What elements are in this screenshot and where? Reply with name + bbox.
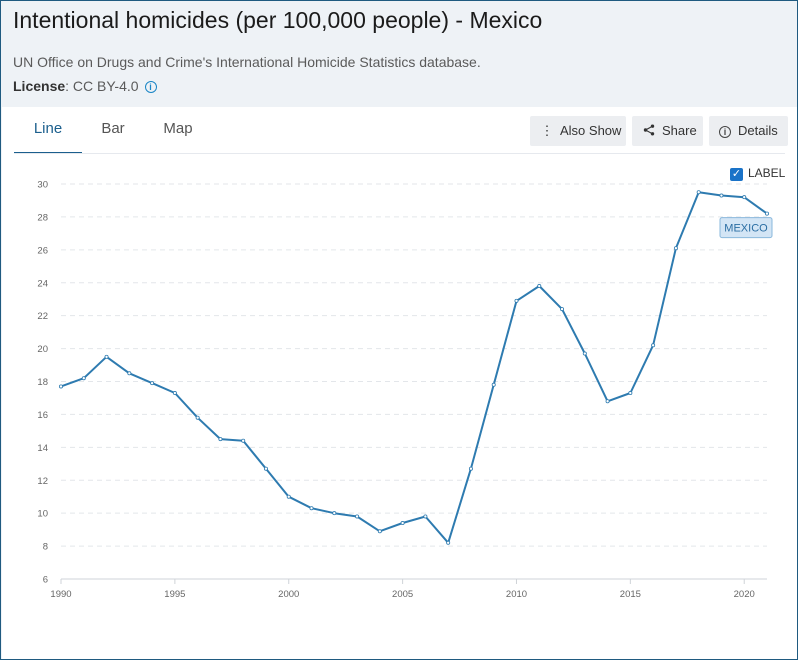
x-tick-label: 2000	[278, 589, 299, 600]
y-tick-label: 28	[37, 212, 48, 223]
data-point	[491, 382, 496, 387]
x-tick-label: 2015	[620, 589, 641, 600]
data-point	[468, 466, 473, 471]
y-tick-label: 10	[37, 509, 48, 520]
y-tick-label: 12	[37, 476, 48, 487]
series-label-tag	[719, 217, 773, 239]
data-point	[400, 521, 405, 526]
label-toggle-text: LABEL	[748, 166, 786, 180]
data-point	[742, 195, 747, 200]
tab-bar[interactable]: Bar	[101, 120, 125, 137]
info-icon[interactable]: i	[144, 81, 157, 93]
data-point	[423, 514, 428, 519]
data-point	[673, 246, 678, 251]
data-point	[127, 371, 132, 376]
data-point	[446, 540, 451, 545]
y-tick-label: 18	[37, 377, 48, 388]
data-point	[355, 514, 360, 519]
data-point	[582, 351, 587, 356]
chart-panel: Line Bar Map ⋮ Also Show Share i Details ✓…	[2, 107, 797, 659]
x-tick-label: 2010	[506, 589, 527, 600]
data-point	[719, 193, 724, 198]
license-value: : CC BY-4.0	[65, 78, 139, 94]
data-point	[81, 376, 86, 381]
share-label: Share	[662, 123, 697, 138]
share-button[interactable]: Share	[632, 116, 703, 146]
also-show-label: Also Show	[560, 123, 622, 138]
data-point	[605, 399, 610, 404]
data-point	[286, 494, 291, 499]
series-line	[60, 191, 768, 544]
more-vertical-icon: ⋮	[540, 123, 554, 138]
y-tick-label: 24	[37, 278, 48, 289]
data-point	[696, 190, 701, 195]
data-point	[651, 343, 656, 348]
data-point	[514, 298, 519, 303]
x-tick-label: 1995	[164, 589, 185, 600]
data-point	[104, 354, 109, 359]
details-label: Details	[738, 123, 778, 138]
label-checkbox[interactable]: ✓	[730, 168, 743, 181]
details-button[interactable]: i Details	[709, 116, 788, 146]
line-chart: 6 8 10 12 14 16 18 20 22 24 26 28 30 1990 1995 2000 2005…	[37, 180, 773, 600]
data-point	[241, 438, 246, 443]
data-point	[537, 284, 542, 289]
data-point	[59, 384, 64, 389]
x-tick-label: 2005	[392, 589, 413, 600]
page-title: Intentional homicides (per 100,000 peopl…	[13, 7, 543, 33]
data-point	[218, 437, 223, 442]
x-tick-label: 1990	[50, 589, 71, 600]
x-tick-label: 2020	[734, 589, 755, 600]
data-point	[332, 511, 337, 516]
data-point	[195, 415, 200, 420]
also-show-button[interactable]: ⋮ Also Show	[530, 116, 626, 146]
y-tick-label: 14	[37, 443, 48, 454]
share-icon	[642, 116, 656, 146]
y-tick-label: 8	[43, 542, 48, 553]
source-text: UN Office on Drugs and Crime's Internati…	[13, 54, 481, 70]
y-tick-label: 22	[37, 311, 48, 322]
tab-divider	[14, 153, 785, 154]
y-tick-label: 26	[37, 245, 48, 256]
data-point	[377, 529, 382, 534]
data-point	[263, 466, 268, 471]
y-tick-label: 20	[37, 344, 48, 355]
data-point	[560, 307, 565, 312]
license-label: License	[13, 78, 66, 94]
y-tick-label: 30	[37, 180, 48, 191]
license-line: License: CC BY-4.0 i	[13, 78, 157, 94]
data-point	[172, 391, 177, 396]
details-info-icon: i	[719, 126, 731, 138]
data-point	[628, 391, 633, 396]
y-tick-label: 6	[43, 575, 48, 586]
data-point	[309, 506, 314, 511]
y-tick-label: 16	[37, 410, 48, 421]
series-label-text: MEXICO	[724, 223, 768, 235]
data-point	[765, 211, 770, 216]
tab-map[interactable]: Map	[163, 120, 193, 137]
data-point	[150, 381, 155, 386]
